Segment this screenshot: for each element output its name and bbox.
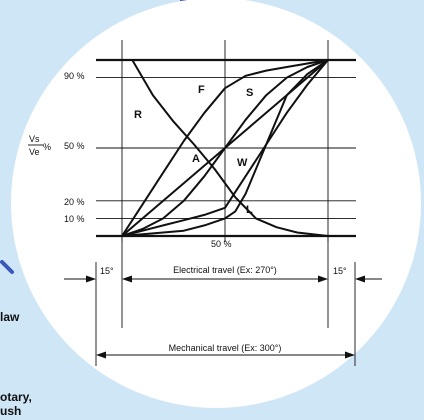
x-tick-label: 50 %: [211, 239, 232, 249]
series-label-s: S: [246, 87, 253, 99]
mechanical-travel-label: Mechanical travel (Ex: 300°): [169, 343, 282, 353]
y-tick-label: 20 %: [64, 197, 85, 207]
end-angle-left-label: 15°: [100, 266, 114, 276]
series-label-l: L: [246, 204, 253, 216]
side-text-brush: ush: [0, 405, 21, 418]
side-text-law: law: [0, 311, 19, 324]
electrical-travel-label: Electrical travel (Ex: 270°): [173, 265, 277, 275]
series-label-r: R: [134, 109, 142, 121]
y-unit-denominator: Ve: [29, 147, 40, 157]
side-text-rotary: otary,: [0, 391, 32, 404]
series-label-w: W: [237, 157, 248, 169]
y-unit-numerator: Vs: [29, 134, 40, 144]
series-label-f: F: [198, 84, 205, 96]
end-angle-right-label: 15°: [333, 266, 347, 276]
y-tick-label: 10 %: [64, 214, 85, 224]
y-unit-suffix: %: [43, 142, 51, 152]
y-tick-label: 90 %: [64, 71, 85, 81]
series-label-a: A: [192, 153, 200, 165]
y-tick-label: 50 %: [64, 141, 85, 151]
